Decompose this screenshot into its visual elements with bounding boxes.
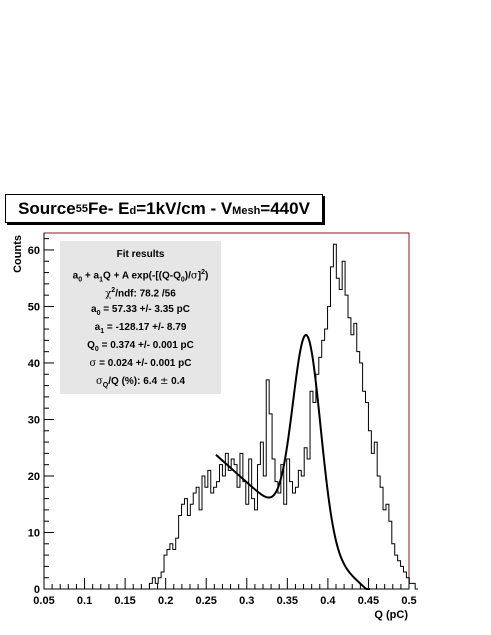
histogram-outline	[148, 243, 419, 590]
x-tick-label: 0.3	[239, 595, 254, 607]
x-tick-label: 0.15	[114, 595, 135, 607]
fit-a1: a1 = -128.17 +/- 8.79	[94, 321, 187, 335]
axes: 0.05 0.1 0.15 0.2 0.25 0.3 0.35 0.4 0.45 0.5 0 10 20…	[28, 233, 417, 607]
x-tick-label: 0.4	[320, 595, 336, 607]
y-axis-title: Counts	[12, 235, 24, 273]
y-tick-label: 0	[34, 584, 40, 596]
x-tick-label: 0.1	[77, 595, 92, 607]
title-vmesh-subscript: Mesh	[232, 204, 261, 217]
x-tick-label: 0.35	[277, 595, 298, 607]
fit-results-header: Fit results	[116, 249, 165, 260]
title-ed-subscript: d	[129, 204, 137, 217]
y-tick-label: 10	[28, 527, 40, 539]
fit-results-box: Fit results a0 + a1Q + A exp(-[(Q-Q0)/σ]…	[60, 241, 221, 394]
y-tick-label: 30	[28, 414, 40, 426]
y-tick-label: 20	[28, 471, 40, 483]
x-axis-title: Q (pC)	[374, 609, 408, 621]
title-isotope: Fe- E	[87, 198, 130, 218]
title-mid: =1kV/cm - V	[136, 198, 233, 218]
x-tick-label: 0.25	[196, 595, 217, 607]
histogram	[148, 243, 419, 590]
x-tick-label: 0.05	[33, 595, 54, 607]
fit-a0: a0 = 57.33 +/- 3.35 pC	[91, 303, 190, 317]
y-tick-label: 40	[28, 358, 40, 370]
fit-chi2: χ2/ndf: 78.2 /56	[105, 287, 176, 300]
title-prefix: Source	[18, 198, 76, 218]
fit-curve-line	[215, 333, 371, 590]
fit-sigma: σ = 0.024 +/- 0.001 pC	[89, 358, 192, 370]
x-tick-label: 0.45	[358, 595, 379, 607]
fit-q0: Q0 = 0.374 +/- 0.001 pC	[87, 339, 194, 353]
title-end: =440V	[260, 198, 310, 218]
fit-curve	[215, 333, 371, 590]
x-tick-label: 0.5	[401, 595, 416, 607]
y-tick-label: 50	[28, 301, 40, 313]
x-tick-label: 0.2	[158, 595, 173, 607]
title-isotope-superscript: 55	[75, 202, 88, 215]
fit-resolution: σQ/Q (%): 6.4 ± 0.4	[95, 376, 186, 390]
y-tick-label: 60	[28, 245, 40, 257]
fit-formula: a0 + a1Q + A exp(-[(Q-Q0)/σ]2)	[72, 269, 209, 284]
fit-chi2-value: 78.2 /56	[139, 288, 176, 300]
